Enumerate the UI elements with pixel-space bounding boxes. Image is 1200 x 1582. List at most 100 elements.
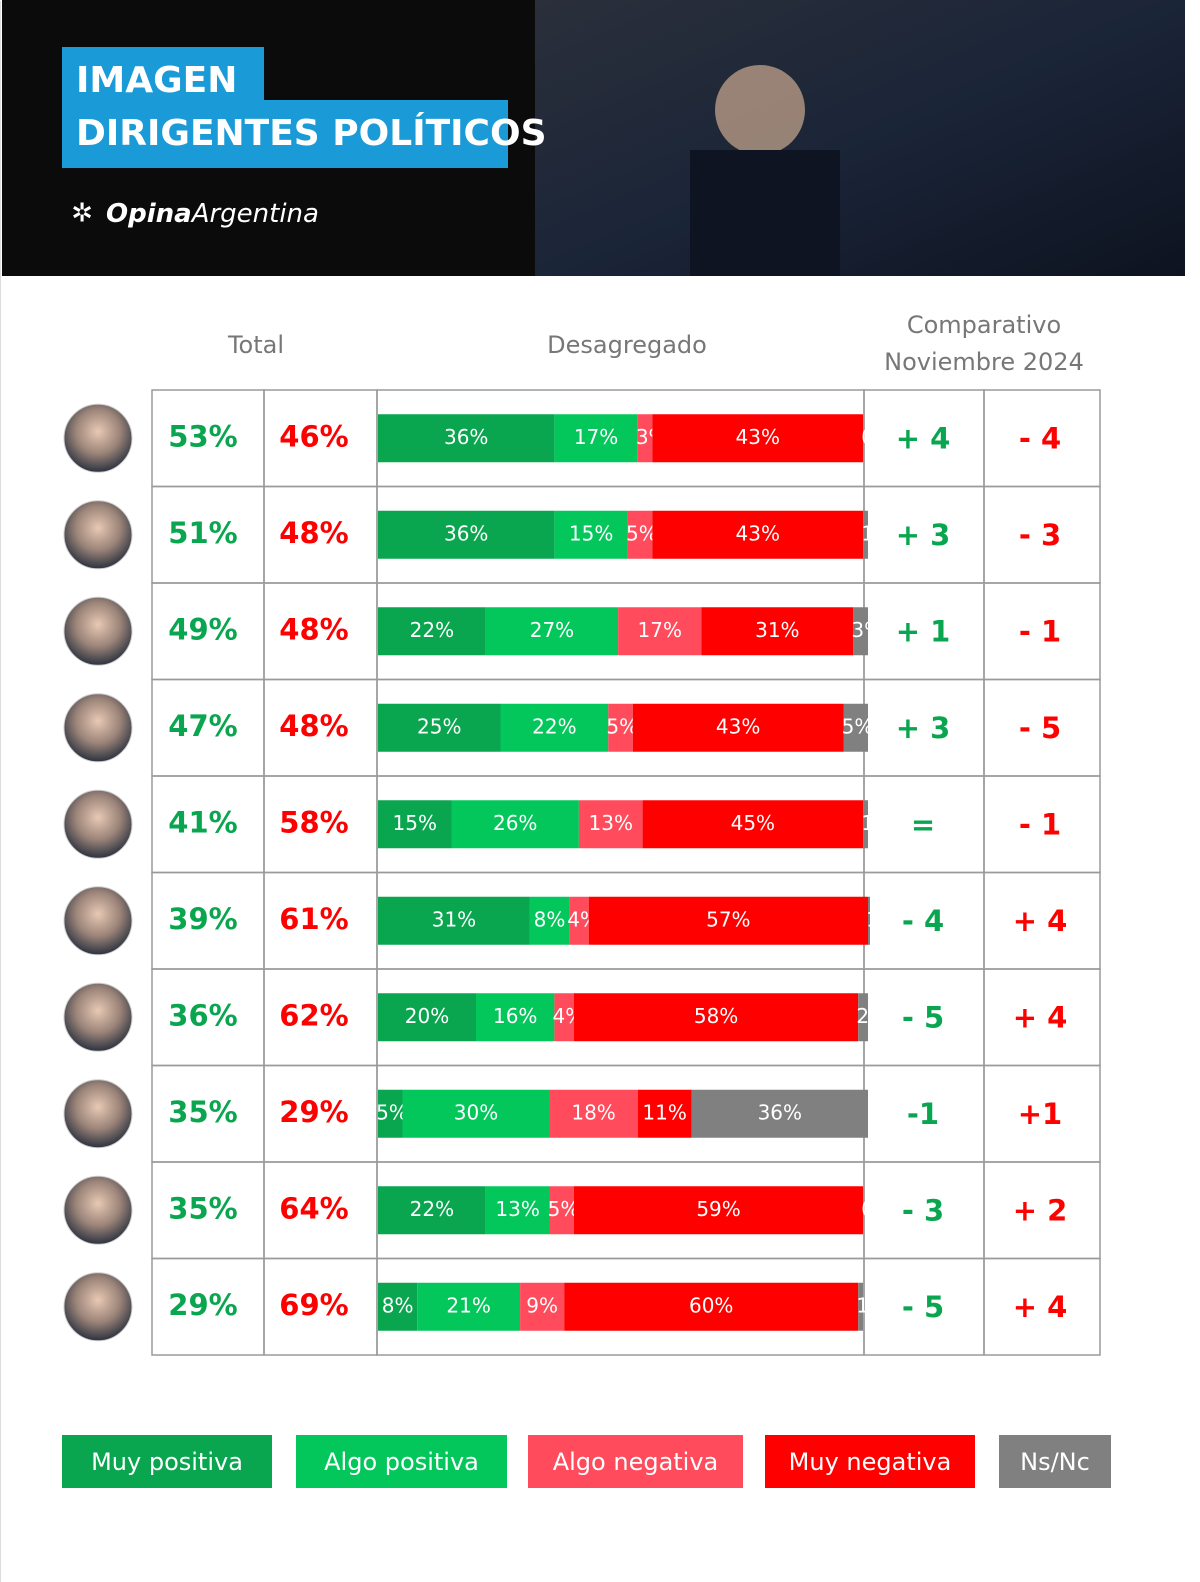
segment-label: 43%	[736, 521, 780, 545]
legend-swatch	[296, 1435, 507, 1488]
change-positive: - 5	[902, 1000, 944, 1034]
change-negative: - 1	[1019, 614, 1061, 648]
brand: OpinaArgentina	[106, 199, 319, 229]
bar-segment	[554, 414, 638, 463]
segment-label: 36%	[758, 1100, 802, 1124]
title-box	[62, 100, 508, 168]
segment-label: 16%	[493, 1004, 537, 1028]
bar-segment	[637, 1089, 692, 1138]
column-header: Total	[227, 331, 284, 359]
brand-logo: ✲	[71, 199, 93, 229]
segment-label: 18%	[571, 1100, 615, 1124]
total-positive: 47%	[168, 709, 237, 743]
segment-label: 43%	[716, 714, 760, 738]
title-box	[62, 47, 264, 101]
legend-label: Muy positiva	[91, 1448, 243, 1476]
bar-segment	[578, 800, 643, 849]
bar-segment	[853, 607, 868, 656]
bar-segment	[378, 1186, 486, 1235]
total-negative: 29%	[279, 1095, 348, 1129]
avatar	[63, 1272, 133, 1342]
column-header: Noviembre 2024	[884, 348, 1084, 376]
title: IMAGEN	[76, 60, 237, 101]
bar-segment	[574, 1186, 864, 1235]
change-positive: + 4	[896, 421, 951, 455]
segment-label: 0%	[861, 425, 893, 449]
bar-segment	[378, 896, 530, 945]
bar-segment	[417, 1282, 521, 1331]
change-positive: - 3	[902, 1193, 944, 1227]
bar-segment	[569, 896, 589, 945]
total-positive: 29%	[168, 1288, 237, 1322]
bar-segment	[843, 703, 868, 752]
change-positive: =	[911, 807, 935, 841]
bar-segment	[378, 993, 476, 1042]
bar-segment	[529, 896, 570, 945]
avatar	[63, 693, 133, 763]
brand-part: Argentina	[190, 199, 319, 229]
segment-label: 45%	[731, 811, 775, 835]
segment-label: 5%	[842, 714, 874, 738]
bar-segment	[378, 703, 501, 752]
bar-segment	[618, 607, 702, 656]
segment-label: 26%	[493, 811, 537, 835]
segment-label: 59%	[696, 1197, 740, 1221]
bar-segment	[520, 1282, 565, 1331]
bar-segment	[554, 510, 628, 559]
segment-label: 13%	[589, 811, 633, 835]
segment-label: 22%	[532, 714, 576, 738]
segment-label: 8%	[534, 907, 566, 931]
bar-segment	[574, 993, 859, 1042]
bar-segment	[858, 1282, 864, 1331]
total-positive: 39%	[168, 902, 237, 936]
total-positive: 36%	[168, 998, 237, 1032]
bar-segment	[378, 510, 555, 559]
change-negative: - 1	[1019, 807, 1061, 841]
change-negative: + 4	[1013, 1000, 1068, 1034]
segment-label: 57%	[706, 907, 750, 931]
bar-segment	[632, 703, 844, 752]
bar-segment	[863, 510, 868, 559]
total-negative: 58%	[279, 805, 348, 839]
segment-label: 13%	[495, 1197, 539, 1221]
bar-segment	[549, 1186, 574, 1235]
segment-label: 8%	[382, 1293, 414, 1317]
bar-segment	[858, 993, 868, 1042]
segment-label: 17%	[638, 618, 682, 642]
bar-segment	[485, 1186, 550, 1235]
total-positive: 35%	[168, 1191, 237, 1225]
avatar	[63, 596, 133, 666]
change-positive: - 4	[902, 904, 944, 938]
bar-segment	[549, 1089, 638, 1138]
segment-label: 27%	[530, 618, 574, 642]
legend: Muy positiva Algo positiva Algo negativa Mu…	[62, 1435, 1111, 1488]
change-negative: - 4	[1019, 421, 1061, 455]
segment-label: 3%	[851, 618, 883, 642]
bar-segment	[378, 800, 452, 849]
bar-segment	[402, 1089, 550, 1138]
segment-label: 1%	[861, 811, 893, 835]
segment-label: 9%	[526, 1293, 558, 1317]
change-positive: + 1	[896, 614, 951, 648]
change-positive: -1	[907, 1097, 939, 1131]
legend-swatch	[528, 1435, 743, 1488]
photo-figure	[690, 150, 840, 276]
title: DIRIGENTES POLÍTICOS	[76, 112, 547, 154]
segment-label: 11%	[642, 1100, 686, 1124]
total-positive: 51%	[168, 516, 237, 550]
segment-label: 20%	[405, 1004, 449, 1028]
avatar	[63, 500, 133, 570]
bar-segment	[608, 703, 633, 752]
legend-swatch	[62, 1435, 272, 1488]
segment-label: 21%	[446, 1293, 490, 1317]
bar-segment	[652, 414, 864, 463]
total-negative: 48%	[279, 709, 348, 743]
segment-label: 43%	[736, 425, 780, 449]
change-negative: + 4	[1013, 904, 1068, 938]
bar-segment	[637, 414, 653, 463]
column-header: Comparativo	[907, 311, 1061, 339]
bar-segment	[863, 800, 868, 849]
avatar	[63, 886, 133, 956]
bar-segment	[451, 800, 579, 849]
